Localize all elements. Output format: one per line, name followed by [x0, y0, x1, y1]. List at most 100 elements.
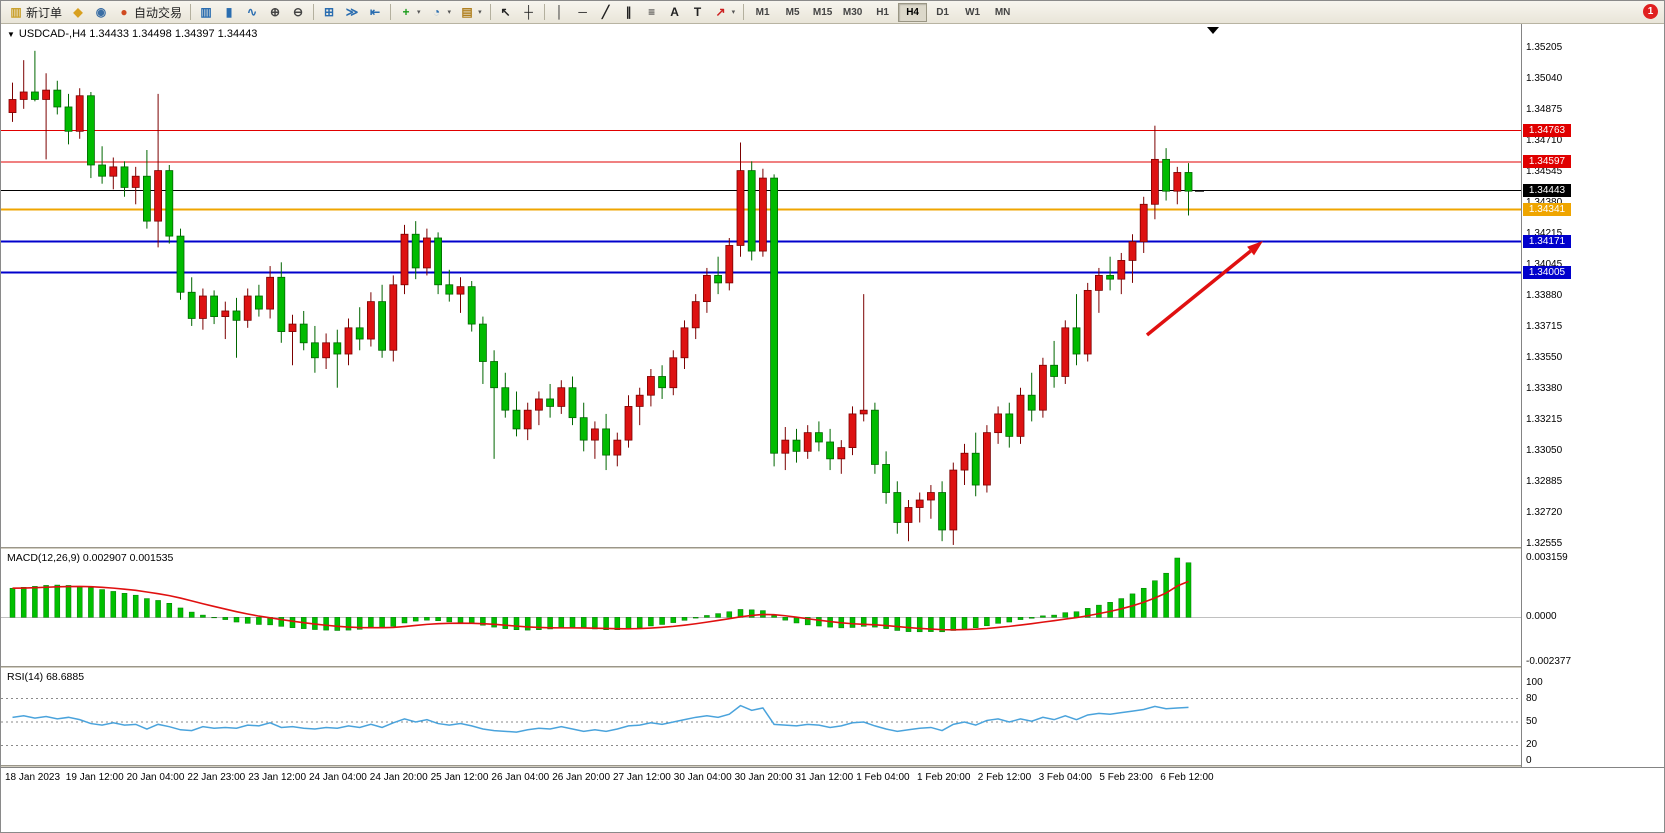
- price-panel[interactable]: ▼ USDCAD-,H4 1.34433 1.34498 1.34397 1.3…: [1, 23, 1521, 547]
- fibonacci-icon: ≡: [648, 5, 656, 19]
- zoom-out-button[interactable]: ⊖: [287, 2, 309, 22]
- price-axis-label: 1.33050: [1526, 445, 1563, 456]
- rsi-panel[interactable]: RSI(14) 68.6885: [1, 668, 1521, 765]
- fibonacci-button[interactable]: ≡: [641, 2, 663, 22]
- cursor-button[interactable]: ↖: [495, 2, 517, 22]
- price-axis-label: 1.34545: [1526, 166, 1563, 177]
- toolbar-separator: [390, 4, 392, 20]
- symbol-ohlc-text: USDCAD-,H4 1.34433 1.34498 1.34397 1.344…: [18, 28, 258, 40]
- price-axis-label: 1.35205: [1526, 42, 1563, 53]
- time-axis-label: 31 Jan 12:00: [795, 772, 854, 783]
- price-axis-label: 1.33215: [1526, 414, 1563, 425]
- scroll-to-end-marker[interactable]: [1207, 27, 1219, 34]
- timeframe-m15-button[interactable]: M15: [812, 6, 833, 18]
- panel-divider[interactable]: [1, 765, 1664, 767]
- time-axis-label: 20 Jan 04:00: [126, 772, 185, 783]
- tile-windows-button[interactable]: ⊞: [318, 2, 340, 22]
- toolbar: ▥ 新订单 ◆ ◉ ● 自动交易 ▥ ▮ ∿ ⊕ ⊖ ⊞ ≫ ⇤ + ▾ ◔ ▾ ▤ ▾ ↖ ┼ │ ─ ╱ ∥ ≡ A T ↗ ▾ M1 M5…: [1, 1, 1664, 24]
- arrows-icon: ↗: [715, 5, 726, 19]
- zoom-in-icon: ⊕: [270, 5, 281, 19]
- timeframe-h4-button[interactable]: H4: [898, 2, 928, 22]
- timeframe-m30-button[interactable]: M30: [842, 6, 863, 18]
- channel-button[interactable]: ∥: [618, 2, 640, 22]
- timeframe-mn-button[interactable]: MN: [994, 6, 1011, 18]
- main-chart-canvas[interactable]: [1, 23, 1521, 547]
- candlestick-type-button[interactable]: ▮: [218, 2, 240, 22]
- price-axis-label: 1.33550: [1526, 352, 1563, 363]
- time-axis-label: 2 Feb 12:00: [977, 772, 1032, 783]
- window-footer-blank: [1, 787, 1664, 832]
- price-axis-label: 1.34710: [1526, 135, 1563, 146]
- trendline-button[interactable]: ╱: [595, 2, 617, 22]
- market-watch-button[interactable]: ◆: [67, 2, 89, 22]
- price-axis-label: 1.33380: [1526, 383, 1563, 394]
- price-line-flag: 1.34005: [1523, 265, 1571, 279]
- rsi-axis-label: 0: [1526, 755, 1532, 766]
- dropdown-arrow-icon: ▾: [731, 9, 736, 16]
- new-order-button[interactable]: ▥ 新订单: [5, 2, 66, 22]
- price-axis-label: 1.32555: [1526, 538, 1563, 549]
- timeframe-h1-button[interactable]: H1: [876, 6, 889, 18]
- time-axis-label: 25 Jan 12:00: [430, 772, 489, 783]
- macd-axis-label: 0.0000: [1526, 611, 1557, 623]
- time-axis-label: 24 Jan 04:00: [309, 772, 367, 783]
- toolbar-separator: [543, 4, 545, 20]
- rsi-axis-label: 20: [1526, 739, 1538, 751]
- bar-chart-type-button[interactable]: ▥: [195, 2, 217, 22]
- price-axis-label: 1.34875: [1526, 104, 1563, 115]
- templates-button[interactable]: ▤ ▾: [456, 2, 486, 22]
- time-axis-label: 5 Feb 23:00: [1099, 772, 1153, 783]
- autotrading-button[interactable]: ● 自动交易: [113, 2, 186, 22]
- macd-axis-label: 0.003159: [1526, 552, 1568, 563]
- macd-histogram: [9, 557, 1192, 633]
- time-axis-label: 30 Jan 04:00: [673, 772, 732, 783]
- indicators-button[interactable]: + ▾: [395, 2, 425, 22]
- time-axis[interactable]: 18 Jan 2023 19 Jan 12:00 20 Jan 04:00 22 Ja…: [1, 767, 1664, 788]
- timeframe-d1-button[interactable]: D1: [936, 6, 949, 18]
- navigator-icon: ◉: [95, 5, 107, 19]
- price-line-flag: 1.34763: [1523, 123, 1571, 137]
- tile-windows-icon: ⊞: [324, 5, 335, 19]
- price-axis[interactable]: 1.35205 1.35040 1.34875 1.34710 1.34545 1.343…: [1521, 23, 1664, 767]
- rsi-axis-label: 50: [1526, 716, 1538, 727]
- rsi-canvas[interactable]: [1, 668, 1521, 765]
- macd-panel[interactable]: MACD(12,26,9) 0.002907 0.001535: [1, 549, 1521, 666]
- timeframe-m5-button[interactable]: M5: [785, 6, 800, 18]
- crosshair-icon: ┼: [524, 5, 533, 19]
- arrows-button[interactable]: ↗ ▾: [710, 2, 740, 22]
- trend-arrow-annotation[interactable]: [1145, 241, 1263, 337]
- price-line-flag: 1.34443: [1523, 183, 1571, 197]
- crosshair-button[interactable]: ┼: [518, 2, 540, 22]
- auto-scroll-button[interactable]: ≫: [341, 2, 363, 22]
- vertical-line-button[interactable]: │: [549, 2, 571, 22]
- line-chart-type-button[interactable]: ∿: [241, 2, 263, 22]
- panel-divider[interactable]: [1, 666, 1664, 668]
- chart-shift-icon: ⇤: [370, 5, 381, 19]
- notification-badge[interactable]: 1: [1643, 4, 1658, 19]
- text-label-button[interactable]: T: [687, 2, 709, 22]
- navigator-button[interactable]: ◉: [90, 2, 112, 22]
- dropdown-arrow-icon: ▾: [447, 9, 452, 16]
- horizontal-line-button[interactable]: ─: [572, 2, 594, 22]
- time-axis-label: 24 Jan 20:00: [369, 772, 428, 783]
- chart-shift-button[interactable]: ⇤: [364, 2, 386, 22]
- time-axis-label: 23 Jan 12:00: [248, 772, 307, 783]
- symbol-dropdown-icon[interactable]: ▼: [7, 29, 15, 39]
- macd-axis-label: -0.002377: [1526, 656, 1572, 667]
- macd-canvas[interactable]: [1, 549, 1521, 666]
- autotrading-button-label: 自动交易: [134, 5, 183, 20]
- timeframe-w1-button[interactable]: W1: [965, 6, 981, 18]
- zoom-in-button[interactable]: ⊕: [264, 2, 286, 22]
- text-button[interactable]: A: [664, 2, 686, 22]
- bar-chart-type-icon: ▥: [200, 5, 212, 19]
- time-axis-label: 6 Feb 12:00: [1160, 772, 1214, 783]
- toolbar-separator: [313, 4, 315, 20]
- new-order-button-label: 新订单: [26, 5, 63, 20]
- periods-button[interactable]: ◔ ▾: [426, 2, 456, 22]
- text-icon: A: [670, 5, 679, 19]
- dropdown-arrow-icon: ▾: [417, 9, 421, 16]
- symbol-header: ▼ USDCAD-,H4 1.34433 1.34498 1.34397 1.3…: [7, 28, 257, 40]
- toolbar-separator: [743, 4, 745, 20]
- panel-divider[interactable]: [1, 547, 1664, 549]
- timeframe-m1-button[interactable]: M1: [755, 6, 770, 18]
